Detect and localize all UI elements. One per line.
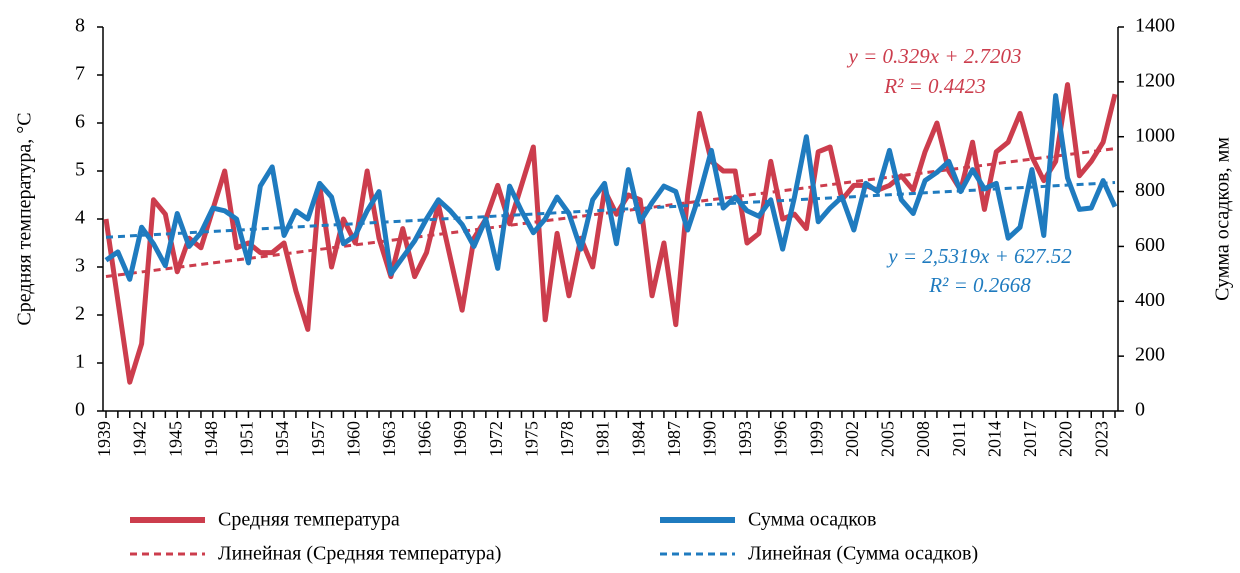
- x-tick-label: 1939: [94, 421, 114, 457]
- x-tick-label: 2020: [1056, 421, 1076, 457]
- x-tick-label: 1972: [486, 421, 506, 457]
- x-tick-label: 1978: [557, 421, 577, 457]
- y-tick-label: 4: [75, 207, 85, 229]
- y2-tick-label: 400: [1135, 289, 1165, 311]
- x-tick-label: 2017: [1020, 421, 1040, 457]
- x-tick-label: 1945: [165, 421, 185, 457]
- x-tick-label: 1993: [735, 421, 755, 457]
- x-tick-label: 2005: [878, 421, 898, 457]
- legend-label: Сумма осадков: [748, 509, 876, 531]
- y-tick-label: 7: [75, 63, 85, 85]
- x-tick-label: 1948: [201, 421, 221, 457]
- x-tick-label: 1987: [664, 421, 684, 457]
- x-tick-label: 1984: [628, 421, 648, 457]
- y-tick-label: 8: [75, 15, 85, 37]
- x-tick-label: 1960: [343, 421, 363, 457]
- x-tick-label: 2002: [842, 421, 862, 457]
- y-axis-title: Средняя температура, °С: [14, 112, 36, 325]
- y-tick-label: 6: [75, 111, 85, 133]
- data-line: [104, 93, 1118, 282]
- x-tick-label: 1963: [379, 421, 399, 457]
- y2-tick-label: 200: [1135, 344, 1165, 366]
- x-tick-label: 1990: [700, 421, 720, 457]
- x-tick-label: 1951: [237, 421, 257, 457]
- legend-label: Линейная (Сумма осадков): [748, 543, 978, 565]
- x-tick-label: 1954: [272, 421, 292, 457]
- y2-tick-label: 1400: [1135, 15, 1175, 37]
- y-tick-label: 1: [75, 351, 85, 373]
- trend-equation: y = 2,5319x + 627.52: [886, 244, 1072, 268]
- y-tick-label: 3: [75, 255, 85, 277]
- y2-tick-label: 0: [1135, 399, 1145, 421]
- x-tick-label: 1975: [521, 421, 541, 457]
- x-tick-label: 1969: [450, 421, 470, 457]
- x-tick-label: 2014: [984, 421, 1004, 457]
- trend-equation: y = 0.329x + 2.7203: [847, 44, 1022, 68]
- legend-label: Линейная (Средняя температура): [218, 543, 501, 565]
- y-tick-label: 5: [75, 159, 85, 181]
- x-tick-label: 1996: [771, 421, 791, 457]
- x-tick-label: 1942: [130, 421, 150, 457]
- y-tick-label: 2: [75, 303, 85, 325]
- trend-r2: R² = 0.2668: [928, 273, 1031, 297]
- y2-tick-label: 1200: [1135, 69, 1175, 91]
- y2-tick-label: 600: [1135, 234, 1165, 256]
- x-tick-label: 1999: [806, 421, 826, 457]
- data-line: [103, 82, 1118, 385]
- x-tick-label: 1966: [415, 421, 435, 457]
- x-tick-label: 2008: [913, 421, 933, 457]
- y-tick-label: 0: [75, 399, 85, 421]
- x-tick-label: 2023: [1091, 421, 1111, 457]
- x-tick-label: 2011: [949, 421, 969, 456]
- y2-tick-label: 800: [1135, 179, 1165, 201]
- y2-tick-label: 1000: [1135, 124, 1175, 146]
- x-tick-label: 1981: [593, 421, 613, 457]
- x-tick-label: 1957: [308, 421, 328, 457]
- y2-axis-title: Сумма осадков, мм: [1212, 137, 1234, 301]
- trend-r2: R² = 0.4423: [883, 74, 986, 98]
- legend-label: Средняя температура: [218, 509, 400, 531]
